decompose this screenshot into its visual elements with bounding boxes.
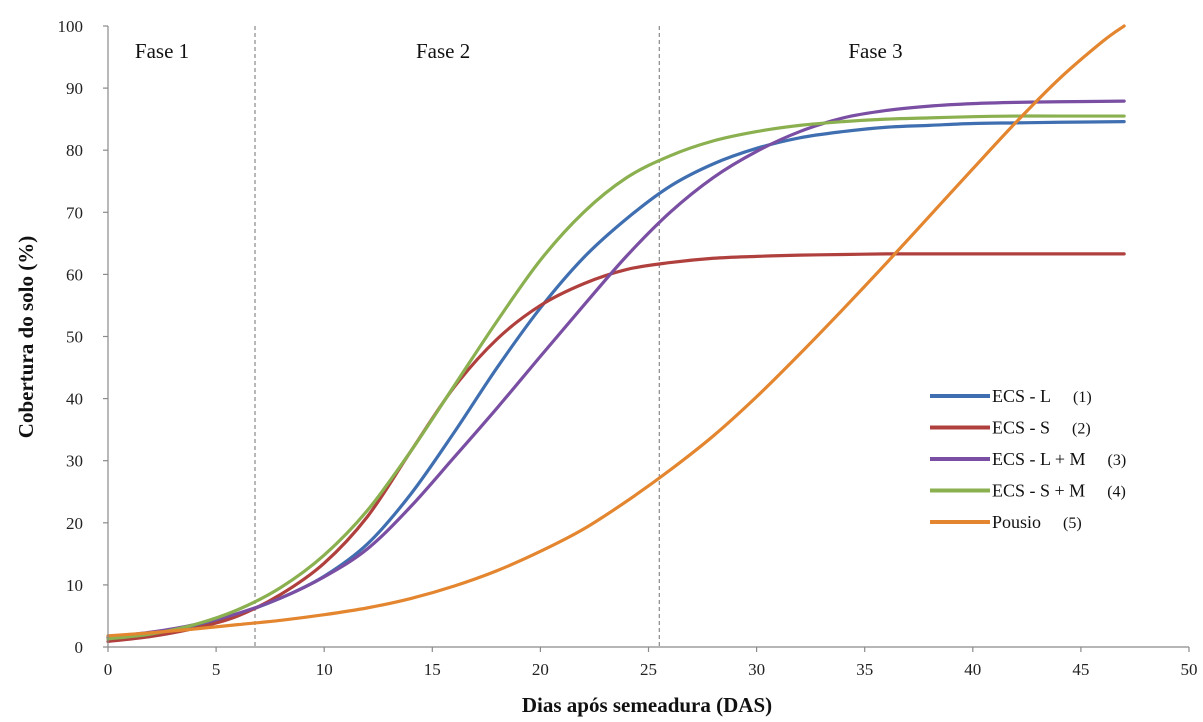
y-tick-label: 30 — [66, 452, 83, 471]
legend-label: ECS - S — [992, 418, 1050, 438]
x-tick-label: 25 — [640, 660, 657, 679]
legend-item: ECS - S + M (4) — [930, 481, 1126, 501]
legend-code: (3) — [1108, 452, 1127, 469]
x-tick-label: 0 — [104, 660, 113, 679]
legend-label: ECS - L + M — [992, 449, 1086, 469]
y-tick-label: 0 — [75, 638, 84, 657]
phase-label: Fase 2 — [416, 39, 470, 63]
axes — [107, 26, 1189, 648]
y-tick-label: 80 — [66, 141, 83, 160]
legend: ECS - L (1)ECS - S (2)ECS - L + M (3)ECS - … — [930, 386, 1126, 532]
legend-item: Pousio (5) — [930, 512, 1082, 532]
y-tick-label: 100 — [58, 17, 84, 36]
legend-code: (2) — [1072, 421, 1091, 438]
series-line-2 — [106, 252, 1126, 644]
x-tick-label: 35 — [856, 660, 873, 679]
x-tick-label: 10 — [316, 660, 333, 679]
y-tick-label: 60 — [66, 265, 83, 284]
y-axis-title: Cobertura do solo (%) — [14, 236, 38, 438]
y-tick-label: 20 — [66, 514, 83, 533]
phase-boundaries — [254, 26, 660, 647]
series-line-4 — [106, 114, 1126, 641]
y-tick-label: 50 — [66, 328, 83, 347]
phase-label: Fase 1 — [135, 39, 189, 63]
x-tick-label: 15 — [424, 660, 441, 679]
legend-code: (4) — [1107, 484, 1126, 501]
legend-label: Pousio — [992, 512, 1041, 532]
series-line-3 — [106, 99, 1126, 639]
x-tick-label: 30 — [748, 660, 765, 679]
y-tick-label: 40 — [66, 390, 83, 409]
legend-label: ECS - L — [992, 386, 1051, 406]
y-tick-label: 90 — [66, 79, 83, 98]
x-tick-label: 40 — [964, 660, 981, 679]
legend-label: ECS - S + M — [992, 481, 1085, 501]
legend-item: ECS - L (1) — [930, 386, 1092, 406]
y-tick-label: 70 — [66, 203, 83, 222]
series-lines — [106, 24, 1126, 644]
x-tick-label: 50 — [1181, 660, 1198, 679]
x-tick-label: 5 — [212, 660, 221, 679]
legend-code: (5) — [1063, 515, 1082, 532]
y-tick-label: 10 — [66, 576, 83, 595]
series-line-5 — [106, 24, 1126, 638]
legend-item: ECS - L + M (3) — [930, 449, 1126, 469]
legend-code: (1) — [1073, 389, 1092, 406]
phase-label: Fase 3 — [848, 39, 902, 63]
x-tick-label: 20 — [532, 660, 549, 679]
x-axis-title: Dias após semeadura (DAS) — [522, 693, 772, 717]
x-tick-label: 45 — [1072, 660, 1089, 679]
x-axis-ticks: 0 5 10 15 20 25 30 35 40 45 50 — [104, 647, 1198, 679]
y-axis-ticks: 0 10 20 30 40 50 60 70 80 90 100 — [58, 17, 108, 657]
legend-item: ECS - S (2) — [930, 418, 1091, 438]
series-line-1 — [106, 120, 1126, 640]
phase-labels: Fase 1 Fase 2 Fase 3 — [135, 39, 903, 63]
